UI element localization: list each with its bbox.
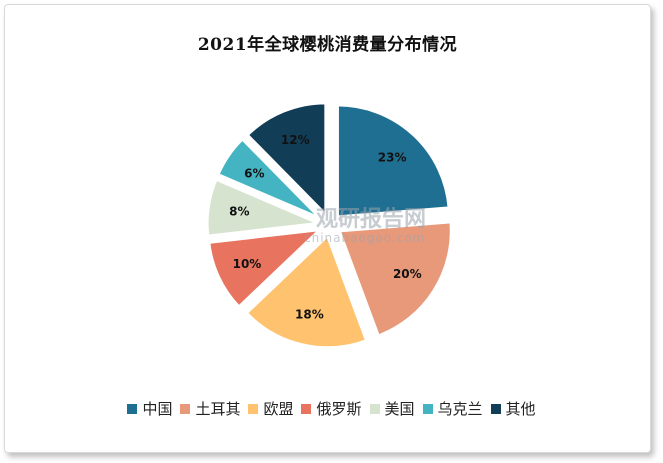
legend-swatch xyxy=(248,404,259,414)
legend-label: 乌克兰 xyxy=(437,400,483,418)
pie-slice-5 xyxy=(205,177,321,238)
legend-swatch xyxy=(301,404,312,414)
data-label-2: 20% xyxy=(393,267,422,281)
watermark-url: chinabaogao.com xyxy=(304,231,425,245)
legend-item-1: 中国 xyxy=(127,398,172,419)
legend-item-6: 乌克兰 xyxy=(422,398,483,419)
watermark-text: 观研报告网 xyxy=(316,207,426,232)
pie-slice-3 xyxy=(244,234,369,350)
watermark: 观研报告网 chinabaogao.com xyxy=(304,207,426,245)
pie-slices xyxy=(205,101,453,350)
data-label-6: 6% xyxy=(244,166,264,180)
legend: 中国 土耳其 欧盟 俄罗斯 美国 乌克兰 其他 xyxy=(0,398,663,419)
pie-slice-6 xyxy=(216,137,323,221)
legend-label: 土耳其 xyxy=(195,400,241,418)
data-label-5: 8% xyxy=(229,205,249,219)
pie-slice-2 xyxy=(337,220,453,338)
legend-swatch xyxy=(369,404,380,414)
pie-slice-4 xyxy=(207,228,322,309)
legend-label: 其他 xyxy=(505,400,536,418)
legend-label: 欧盟 xyxy=(263,400,294,418)
legend-item-5: 美国 xyxy=(369,398,415,419)
pie-labels: 23% 20% 18% 10% 8% 6% 12% xyxy=(229,133,422,321)
legend-swatch xyxy=(422,404,433,414)
pie-slice-1 xyxy=(335,103,451,219)
data-label-3: 18% xyxy=(295,307,324,321)
legend-label: 俄罗斯 xyxy=(316,400,362,418)
legend-item-7: 其他 xyxy=(490,398,536,419)
legend-swatch xyxy=(180,404,191,414)
data-label-1: 23% xyxy=(378,151,407,165)
legend-swatch xyxy=(490,404,501,414)
legend-swatch xyxy=(127,404,138,414)
legend-item-4: 俄罗斯 xyxy=(301,398,362,419)
pie-slice-7 xyxy=(245,101,328,217)
data-label-7: 12% xyxy=(281,133,310,147)
legend-label: 美国 xyxy=(384,400,415,418)
data-label-4: 10% xyxy=(233,257,262,271)
legend-item-2: 土耳其 xyxy=(180,398,240,419)
legend-label: 中国 xyxy=(142,400,173,418)
chart-title: 2021年全球樱桃消费量分布情况 xyxy=(197,35,458,55)
legend-item-3: 欧盟 xyxy=(248,398,293,419)
